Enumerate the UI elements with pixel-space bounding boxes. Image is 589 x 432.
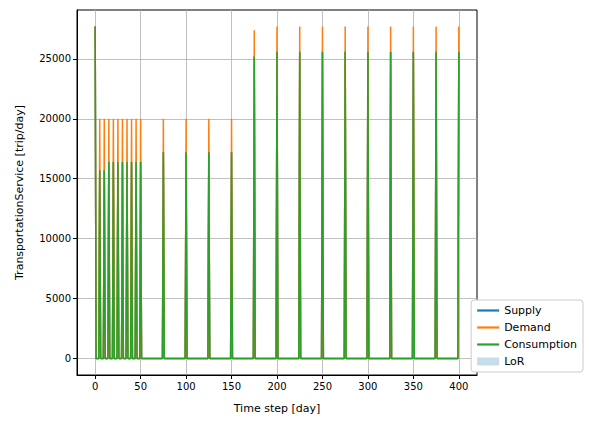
svg-text:10000: 10000 xyxy=(39,233,71,244)
svg-text:LoR: LoR xyxy=(504,355,525,368)
svg-text:Demand: Demand xyxy=(504,321,551,334)
svg-text:Supply: Supply xyxy=(504,304,542,317)
svg-text:150: 150 xyxy=(222,381,241,392)
svg-text:50: 50 xyxy=(134,381,147,392)
svg-text:300: 300 xyxy=(358,381,377,392)
svg-text:TransportationService [trip/da: TransportationService [trip/day] xyxy=(13,105,26,281)
svg-text:15000: 15000 xyxy=(39,173,71,184)
svg-text:20000: 20000 xyxy=(39,113,71,124)
svg-text:0: 0 xyxy=(65,353,71,364)
svg-text:350: 350 xyxy=(404,381,423,392)
svg-text:250: 250 xyxy=(313,381,332,392)
svg-text:Consumption: Consumption xyxy=(504,338,577,351)
svg-text:200: 200 xyxy=(267,381,286,392)
svg-text:25000: 25000 xyxy=(39,53,71,64)
svg-text:Time step [day]: Time step [day] xyxy=(233,402,321,415)
svg-text:5000: 5000 xyxy=(46,293,71,304)
svg-text:0: 0 xyxy=(92,381,98,392)
svg-text:400: 400 xyxy=(449,381,468,392)
svg-text:100: 100 xyxy=(177,381,196,392)
